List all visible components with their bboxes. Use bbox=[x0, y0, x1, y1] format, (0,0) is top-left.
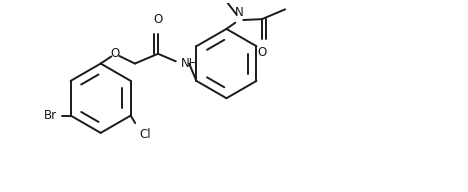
Text: Cl: Cl bbox=[139, 127, 151, 141]
Text: O: O bbox=[110, 47, 119, 60]
Text: N: N bbox=[234, 6, 243, 19]
Text: O: O bbox=[257, 46, 267, 59]
Text: Br: Br bbox=[44, 109, 58, 122]
Text: O: O bbox=[154, 13, 163, 26]
Text: NH: NH bbox=[181, 57, 198, 70]
